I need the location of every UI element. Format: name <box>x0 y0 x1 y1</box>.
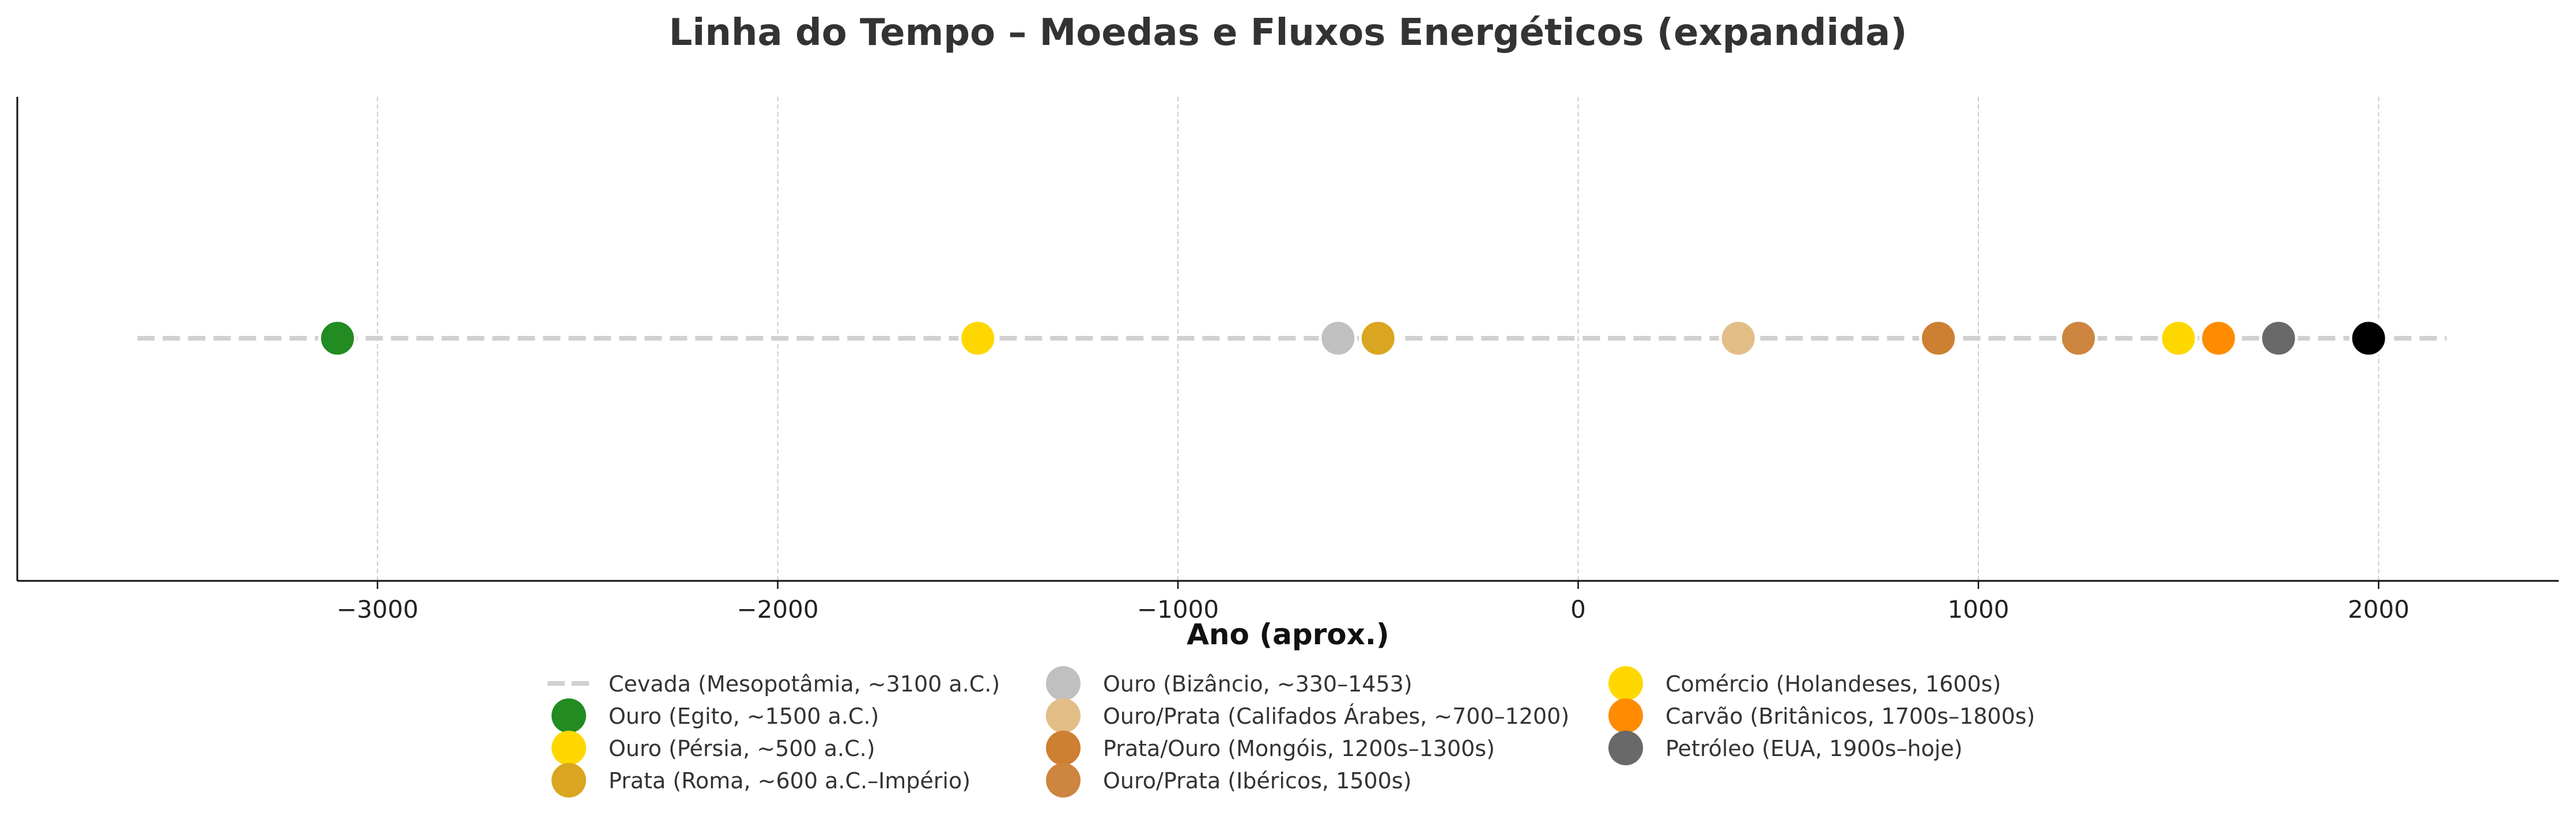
legend-marker-3 <box>552 763 586 798</box>
legend-marker-1 <box>552 698 586 733</box>
x-tick-label-1: −2000 <box>736 595 818 623</box>
x-tick-label-0: −3000 <box>337 595 418 623</box>
x-tick-label-4: 1000 <box>1948 595 2010 623</box>
legend-marker-9 <box>1608 698 1643 733</box>
legend-marker-6 <box>1046 731 1081 765</box>
legend-label-6: Prata/Ouro (Mongóis, 1200s–1300s) <box>1103 736 1495 761</box>
point-1 <box>958 319 998 358</box>
legend-label-1: Ouro (Egito, ~1500 a.C.) <box>609 704 879 729</box>
legend-label-2: Ouro (Pérsia, ~500 a.C.) <box>609 736 875 761</box>
legend-marker-10 <box>1608 731 1643 765</box>
point-extra-0 <box>2349 319 2388 358</box>
chart-title: Linha do Tempo – Moedas e Fluxos Energét… <box>669 12 1908 54</box>
legend-label-5: Ouro/Prata (Califados Árabes, ~700–1200) <box>1103 704 1569 729</box>
legend-label-9: Carvão (Britânicos, 1700s–1800s) <box>1665 704 2035 729</box>
point-4 <box>1718 319 1758 358</box>
legend-label-7: Ouro/Prata (Ibéricos, 1500s) <box>1103 768 1411 793</box>
point-7 <box>2159 319 2198 358</box>
legend-label-0: Cevada (Mesopotâmia, ~3100 a.C.) <box>609 671 1000 697</box>
legend-label-4: Ouro (Bizâncio, ~330–1453) <box>1103 671 1412 697</box>
point-3 <box>1319 319 1358 358</box>
legend-marker-8 <box>1608 666 1643 701</box>
x-tick-label-3: 0 <box>1570 595 1586 623</box>
point-5 <box>1919 319 1958 358</box>
legend-label-8: Comércio (Holandeses, 1600s) <box>1665 671 2001 697</box>
legend-marker-4 <box>1046 666 1081 701</box>
point-9 <box>2259 319 2298 358</box>
point-2 <box>1358 319 1397 358</box>
points-layer <box>318 319 2388 358</box>
legend-label-3: Prata (Roma, ~600 a.C.–Império) <box>609 768 970 793</box>
x-ticks: −3000 −2000 −1000 0 1000 2000 <box>337 581 2409 623</box>
point-8 <box>2199 319 2238 358</box>
point-0 <box>318 319 357 358</box>
legend-marker-5 <box>1046 698 1081 733</box>
x-axis-label: Ano (aprox.) <box>1187 618 1389 651</box>
legend: Cevada (Mesopotâmia, ~3100 a.C.) Ouro (Eg… <box>547 666 2035 798</box>
legend-label-10: Petróleo (EUA, 1900s–hoje) <box>1665 736 1963 761</box>
legend-marker-7 <box>1046 763 1081 798</box>
legend-marker-2 <box>552 731 586 765</box>
point-6 <box>2059 319 2098 358</box>
x-tick-label-2: −1000 <box>1137 595 1219 623</box>
x-tick-label-5: 2000 <box>2348 595 2409 623</box>
